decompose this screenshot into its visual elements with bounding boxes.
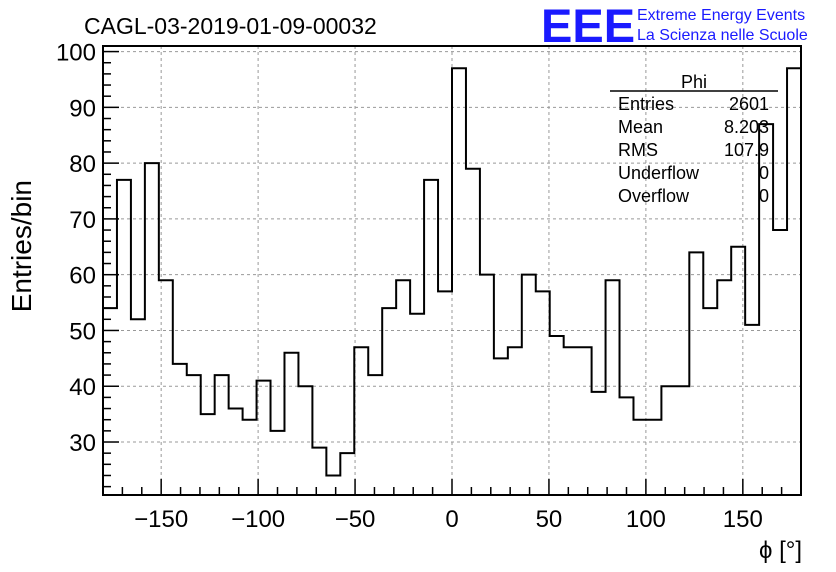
axis-ticks: −150 −100 −50 0 50 100 150 30 40 50 60 70 80 90 100	[56, 40, 802, 533]
y-tick-label: 50	[69, 318, 96, 345]
histogram-outline	[103, 67, 801, 477]
y-tick-label: 40	[69, 374, 96, 401]
stats-box-title: Phi	[681, 72, 707, 92]
stats-box: Phi Entries 2601 Mean 8.203 RMS 107.9 Underflo…	[610, 72, 778, 206]
y-tick-label: 30	[69, 430, 96, 457]
eee-logo-letters: EEE	[541, 0, 635, 52]
stats-value: 2601	[729, 94, 769, 114]
y-tick-label: 70	[69, 207, 96, 234]
x-tick-label: 0	[445, 506, 458, 533]
chart-title: CAGL-03-2019-01-09-00032	[84, 13, 377, 39]
y-tick-label: 60	[69, 263, 96, 290]
stats-label: RMS	[618, 140, 658, 160]
stats-label: Underflow	[618, 163, 700, 183]
eee-logo: EEE Extreme Energy Events La Scienza nel…	[541, 0, 808, 52]
x-axis-label: ϕ [°]	[759, 537, 802, 564]
x-tick-label: −100	[231, 506, 285, 533]
x-tick-label: 150	[723, 506, 763, 533]
stats-label: Entries	[618, 94, 674, 114]
eee-logo-line1: Extreme Energy Events	[637, 7, 805, 24]
stats-value: 0	[759, 163, 769, 183]
x-tick-label: 50	[536, 506, 563, 533]
y-tick-label: 80	[69, 151, 96, 178]
x-tick-label: 100	[626, 506, 666, 533]
eee-logo-line2: La Scienza nelle Scuole	[637, 27, 808, 44]
stats-label: Mean	[618, 117, 663, 137]
stats-box-rows: Entries 2601 Mean 8.203 RMS 107.9 Underflow 0 Ov…	[618, 94, 769, 206]
stats-label: Overflow	[618, 186, 690, 206]
stats-value: 8.203	[724, 117, 769, 137]
x-tick-label: −50	[335, 506, 376, 533]
stats-value: 0	[759, 186, 769, 206]
x-tick-label: −150	[134, 506, 188, 533]
y-tick-label: 90	[69, 95, 96, 122]
y-axis-label: Entries/bin	[6, 180, 37, 312]
stats-value: 107.9	[724, 140, 769, 160]
y-tick-label: 100	[56, 40, 96, 67]
